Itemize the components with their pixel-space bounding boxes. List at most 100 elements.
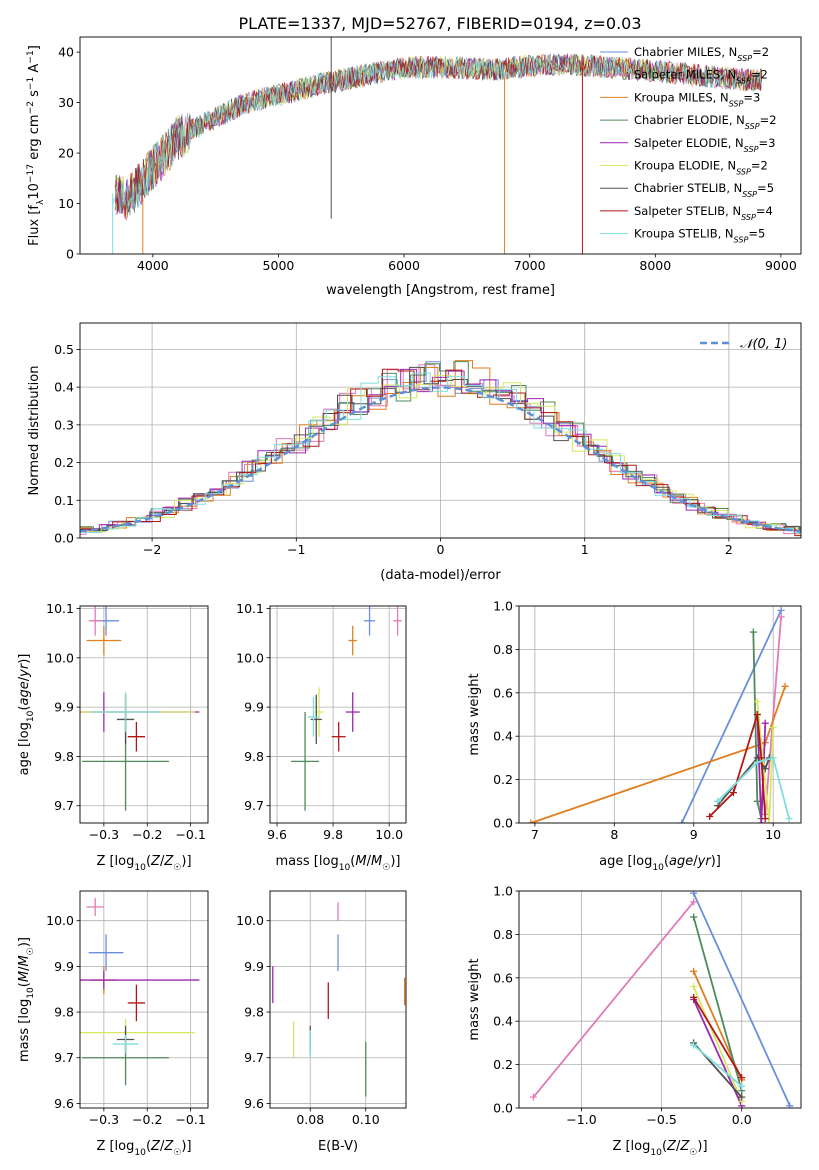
x-axis-label: Z [log10(Z/Z☉)] xyxy=(96,854,191,873)
residual-histogram-7 xyxy=(81,368,801,537)
series-marker xyxy=(690,982,698,990)
x-tick-label: −0.1 xyxy=(175,827,205,842)
y-tick-label: 0.8 xyxy=(493,642,513,657)
series-marker xyxy=(738,1082,746,1090)
x-tick-label: −0.1 xyxy=(175,1112,205,1127)
legend-entry: Kroupa MILES, NSSP=3 xyxy=(634,90,760,108)
y-tick-label: 0.6 xyxy=(493,970,513,985)
figure-title: PLATE=1337, MJD=52767, FIBERID=0194, z=0… xyxy=(238,14,641,33)
y-axis-label: Normed distribution xyxy=(27,366,42,496)
x-tick-label: 7 xyxy=(531,827,539,842)
series-marker xyxy=(781,682,789,690)
spectrum-chart: 4000 5000 6000 7000 8000 9000 0 10 20 30 40 wavelen… xyxy=(26,36,802,298)
y-tick-label: 40 xyxy=(58,45,74,60)
y-axis-label: mass weight xyxy=(467,958,482,1040)
series-line-8 xyxy=(693,1044,743,1087)
axes-frame xyxy=(79,36,802,255)
y-tick-label: 9.7 xyxy=(54,798,74,813)
legend-entry: Kroupa ELODIE, NSSP=2 xyxy=(634,159,768,177)
y-tick-label: 0.0 xyxy=(493,816,513,831)
x-tick-label: −0.3 xyxy=(89,827,119,842)
legend-entry: 𝒩(0, 1) xyxy=(740,337,787,352)
series-marker xyxy=(769,724,777,732)
y-tick-label: 9.8 xyxy=(54,749,74,764)
x-axis-label: age [log10(age/yr)] xyxy=(599,854,721,873)
x-tick-label: 7000 xyxy=(514,258,546,273)
plot-area xyxy=(112,37,763,254)
grid xyxy=(80,891,208,1108)
y-tick-label: 10.0 xyxy=(236,913,264,928)
legend-entry: Chabrier STELIB, NSSP=5 xyxy=(634,181,774,199)
series-marker xyxy=(753,758,761,766)
axes-frame xyxy=(79,890,209,1109)
mass-vs-ebv-chart: 0.08 0.10 9.6 9.7 9.8 9.9 10.0 E(B-V) xyxy=(236,890,407,1154)
series-marker xyxy=(529,1093,537,1101)
y-tick-label: 0.1 xyxy=(54,493,74,508)
y-tick-label: 9.6 xyxy=(244,1096,264,1111)
x-tick-label: 9 xyxy=(690,827,698,842)
y-tick-label: 1.0 xyxy=(493,884,513,899)
plot-area xyxy=(80,606,200,811)
age-vs-metallicity-chart: −0.3 −0.2 −0.1 9.7 9.8 9.9 10.0 10.1 Z [log10(Z/… xyxy=(17,601,209,873)
x-tick-label: 0.0 xyxy=(732,1112,752,1127)
series-marker xyxy=(738,1093,746,1101)
spectrum-line-8 xyxy=(112,53,762,214)
y-tick-label: 9.9 xyxy=(244,959,264,974)
y-tick-label: 9.7 xyxy=(244,1050,264,1065)
plot-area xyxy=(291,606,402,811)
x-tick-label: 0.10 xyxy=(352,1112,380,1127)
x-tick-label: 9.6 xyxy=(267,827,287,842)
y-tick-label: 0.2 xyxy=(54,455,74,470)
plot-area xyxy=(527,606,793,823)
series-marker xyxy=(753,711,761,718)
x-tick-label: 0 xyxy=(437,542,445,557)
normal-curve xyxy=(80,386,801,533)
axes-frame xyxy=(518,890,802,1109)
x-tick-label: 9.8 xyxy=(323,827,343,842)
legend-entry: Salpeter ELODIE, NSSP=3 xyxy=(634,136,775,154)
x-tick-label: −0.3 xyxy=(89,1112,119,1127)
series-marker xyxy=(690,1041,698,1049)
series-marker xyxy=(690,967,698,975)
x-tick-label: 10 xyxy=(765,827,781,842)
series-marker xyxy=(777,606,785,614)
mass-weight-vs-metallicity-chart: −1.0 −0.5 0.0 0.0 0.2 0.4 0.6 0.8 1.0 mass weight… xyxy=(467,884,802,1158)
series-marker xyxy=(761,719,769,727)
series-line-0 xyxy=(692,892,791,1107)
series-line-2 xyxy=(530,686,786,823)
y-tick-label: 9.9 xyxy=(54,700,74,715)
grid xyxy=(270,606,406,823)
x-tick-label: −0.2 xyxy=(132,1112,162,1127)
residual-histogram-4 xyxy=(80,368,801,534)
series-marker xyxy=(786,1102,794,1108)
plot-area xyxy=(272,902,406,1097)
x-tick-label: 0.08 xyxy=(296,1112,324,1127)
y-tick-label: 9.9 xyxy=(54,959,74,974)
y-tick-label: 9.9 xyxy=(244,700,264,715)
y-tick-label: 10.1 xyxy=(46,601,74,616)
y-tick-label: 0.0 xyxy=(493,1101,513,1116)
y-tick-label: 9.8 xyxy=(244,1005,264,1020)
series-marker xyxy=(769,754,777,762)
series-line-4 xyxy=(756,714,767,823)
y-tick-label: 9.6 xyxy=(54,1096,74,1111)
y-tick-label: 9.7 xyxy=(244,798,264,813)
mass-vs-metallicity-chart: −0.3 −0.2 −0.1 9.6 9.7 9.8 9.9 10.0 Z [log10(Z/Z… xyxy=(17,890,209,1158)
series-marker xyxy=(765,819,773,823)
y-tick-label: 10.0 xyxy=(236,650,264,665)
series-marker xyxy=(761,765,769,773)
series-marker xyxy=(785,815,793,823)
x-axis-label: Z [log10(Z/Z☉)] xyxy=(612,1139,707,1158)
x-axis-label: wavelength [Angstrom, rest frame] xyxy=(326,283,555,298)
series-marker xyxy=(738,1074,746,1082)
y-tick-label: 0.3 xyxy=(54,417,74,432)
spectrum-line-7 xyxy=(114,54,763,217)
y-tick-label: 0 xyxy=(66,247,74,262)
series-line-0 xyxy=(680,609,782,823)
x-axis-label: (data-model)/error xyxy=(380,568,501,583)
series-line-3 xyxy=(692,916,743,1091)
series-line-8 xyxy=(716,756,790,819)
y-tick-label: 0.8 xyxy=(493,927,513,942)
y-axis-label: mass [log10(M/M☉)] xyxy=(17,937,36,1062)
axes-frame xyxy=(79,605,209,824)
